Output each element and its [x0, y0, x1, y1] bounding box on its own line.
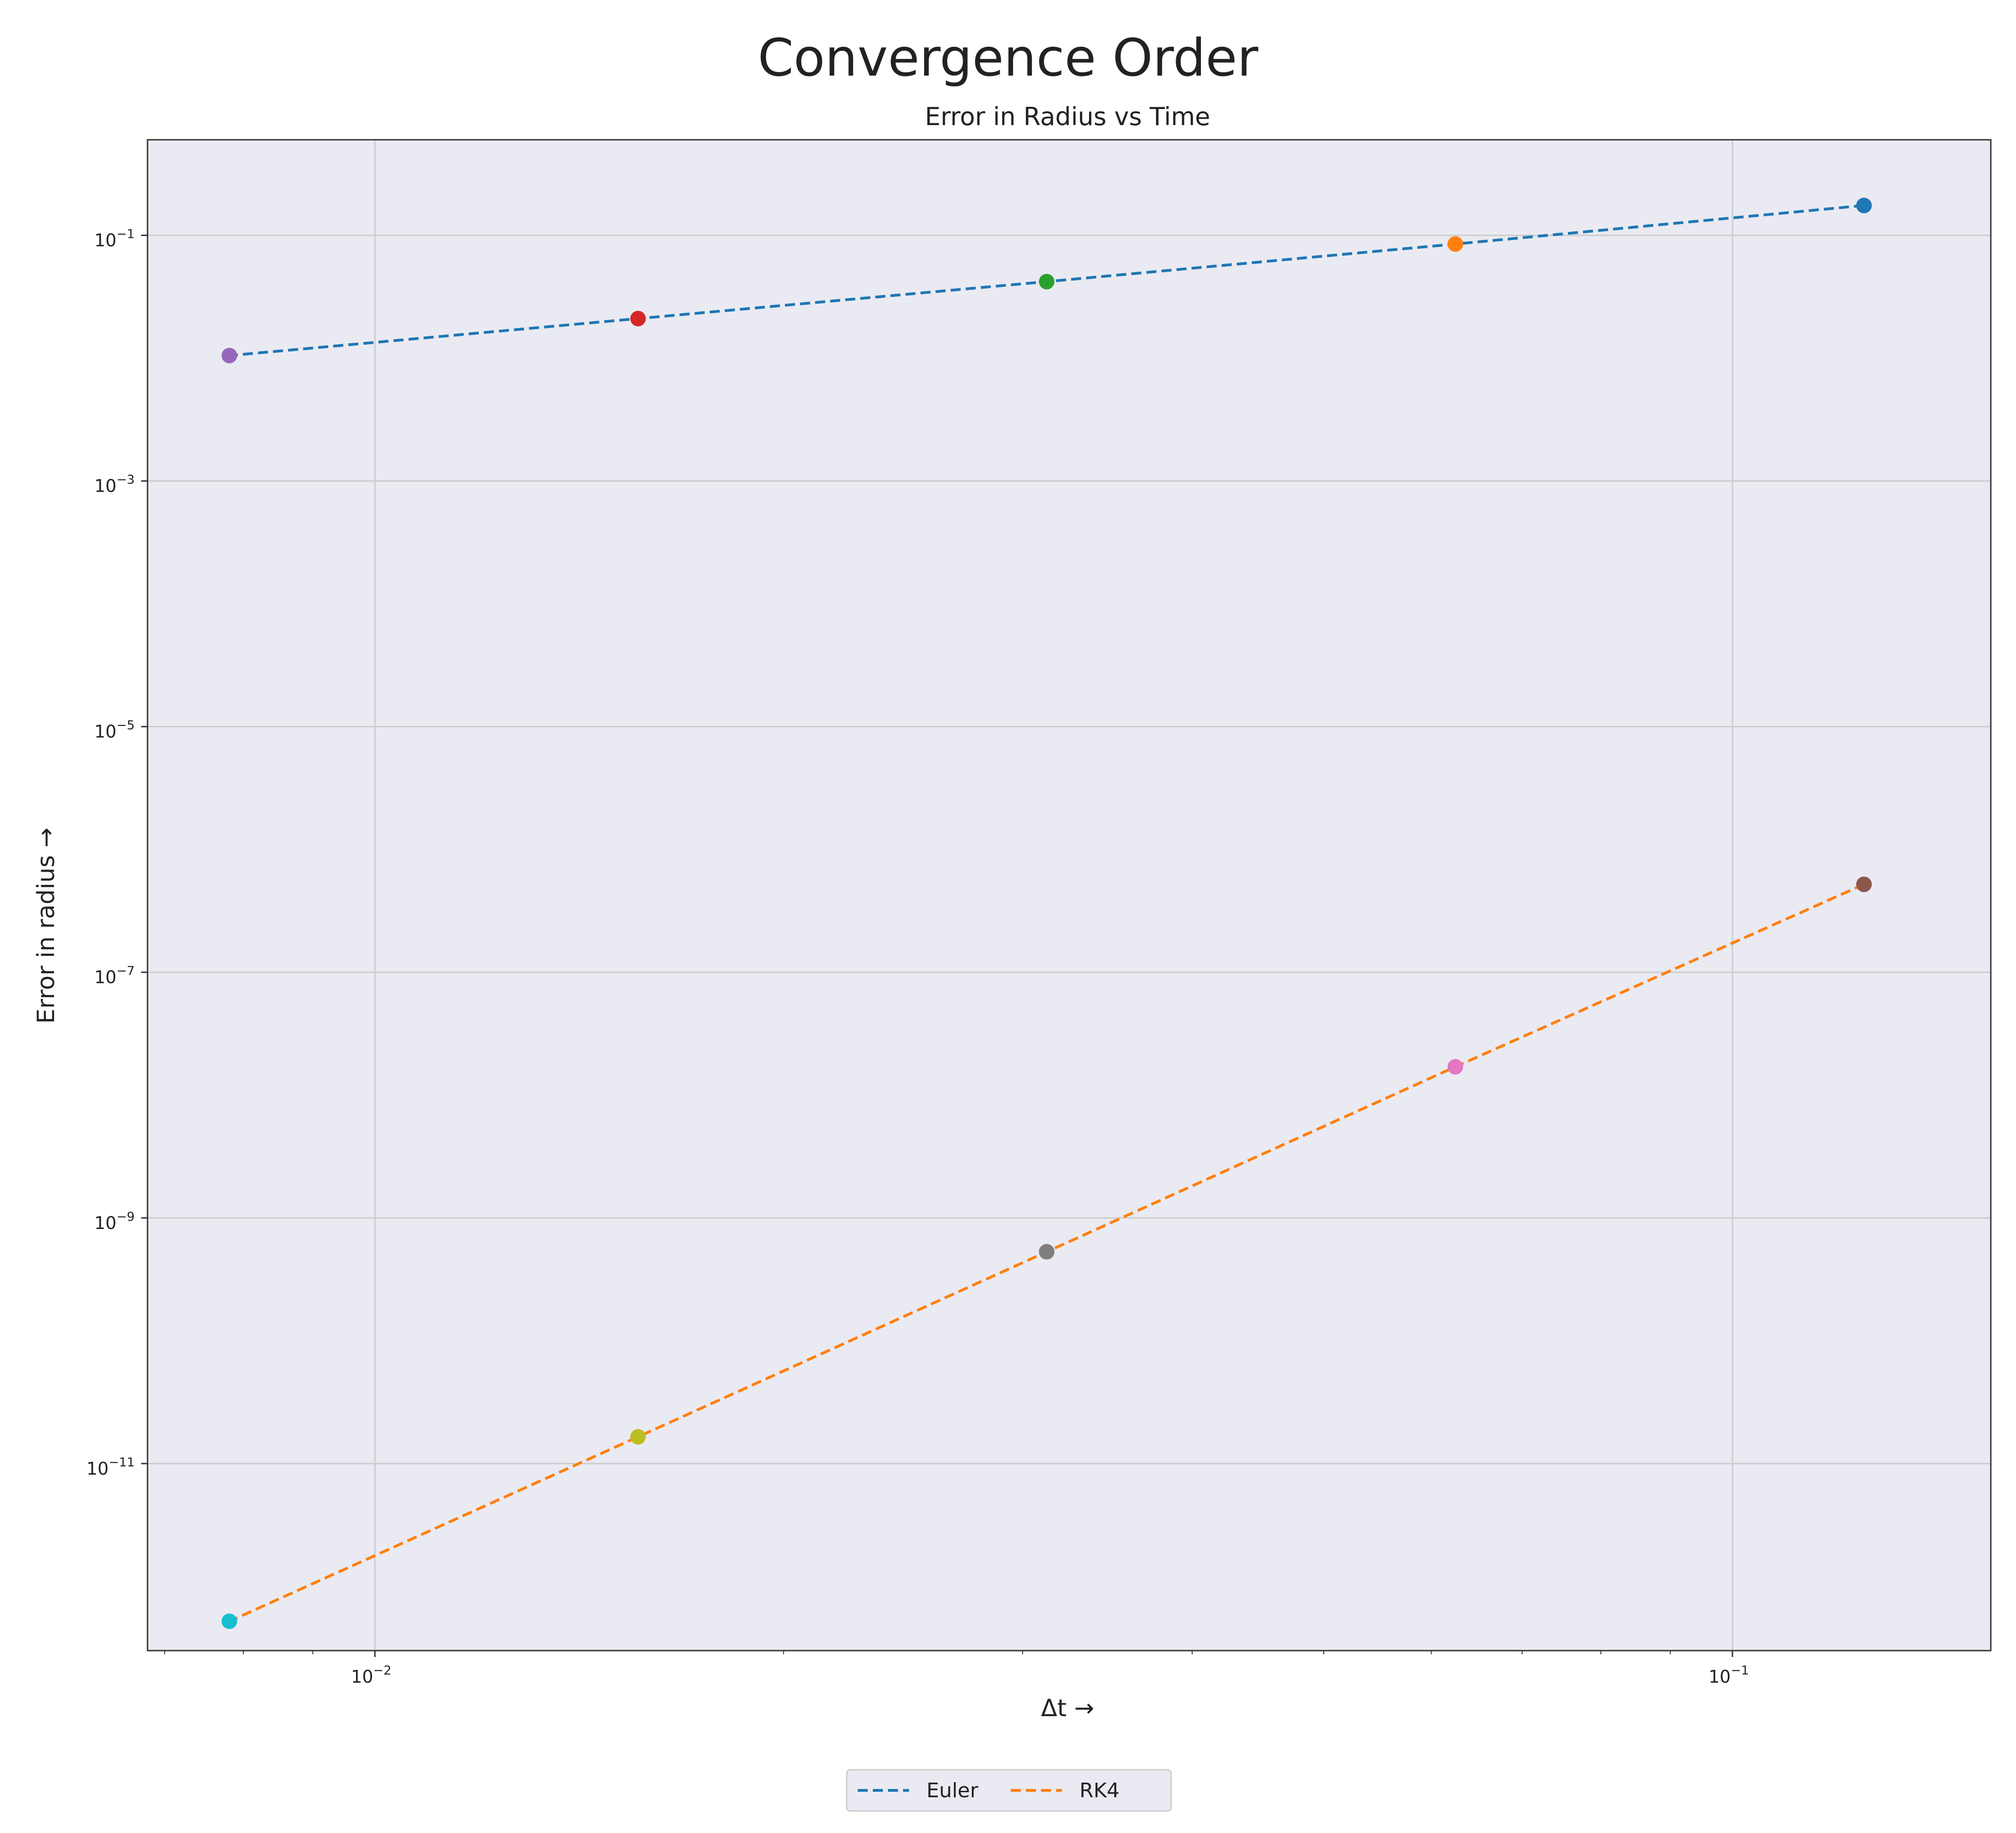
grid: [148, 140, 1991, 1651]
y-tick-label: 10−3: [94, 473, 135, 496]
legend-label-rk4: RK4: [1079, 1779, 1119, 1802]
chart-subtitle: Error in Radius vs Time: [925, 102, 1211, 131]
data-point-rk4: [1856, 876, 1872, 892]
data-point-rk4: [221, 1613, 237, 1629]
y-tick-labels: 10−1 10−3 10−5 10−7 10−9 10−11: [87, 227, 135, 1479]
chart-title: Convergence Order: [758, 28, 1259, 88]
legend-box: [846, 1769, 1172, 1812]
y-tick-label: 10−7: [94, 964, 135, 988]
x-tick-label: 10−1: [1709, 1663, 1749, 1687]
data-point-rk4: [1447, 1059, 1463, 1075]
data-point-euler: [1856, 198, 1872, 214]
y-tick-label: 10−5: [94, 719, 135, 742]
data-point-rk4: [630, 1429, 646, 1445]
y-tick-label: 10−1: [94, 227, 135, 251]
y-tick-label: 10−11: [87, 1455, 135, 1479]
data-point-euler: [1447, 236, 1463, 252]
data-point-euler: [1039, 274, 1055, 290]
y-tick-label: 10−9: [94, 1210, 135, 1233]
data-point-euler: [221, 347, 237, 363]
x-axis-label: Δt →: [1041, 1695, 1094, 1722]
plot-frame: [147, 139, 1992, 1652]
legend: Euler RK4: [846, 1769, 1172, 1812]
x-tick-label: 10−2: [351, 1663, 391, 1687]
x-minor-ticks: [141, 235, 1733, 1657]
x-tick-labels: 10−2 10−1: [351, 1663, 1749, 1687]
series: [221, 198, 1872, 1629]
data-point-rk4: [1039, 1244, 1055, 1260]
y-axis-label: Error in radius →: [33, 828, 60, 1024]
legend-label-euler: Euler: [926, 1779, 979, 1802]
plot-area: [148, 140, 1991, 1651]
data-point-euler: [630, 311, 646, 327]
